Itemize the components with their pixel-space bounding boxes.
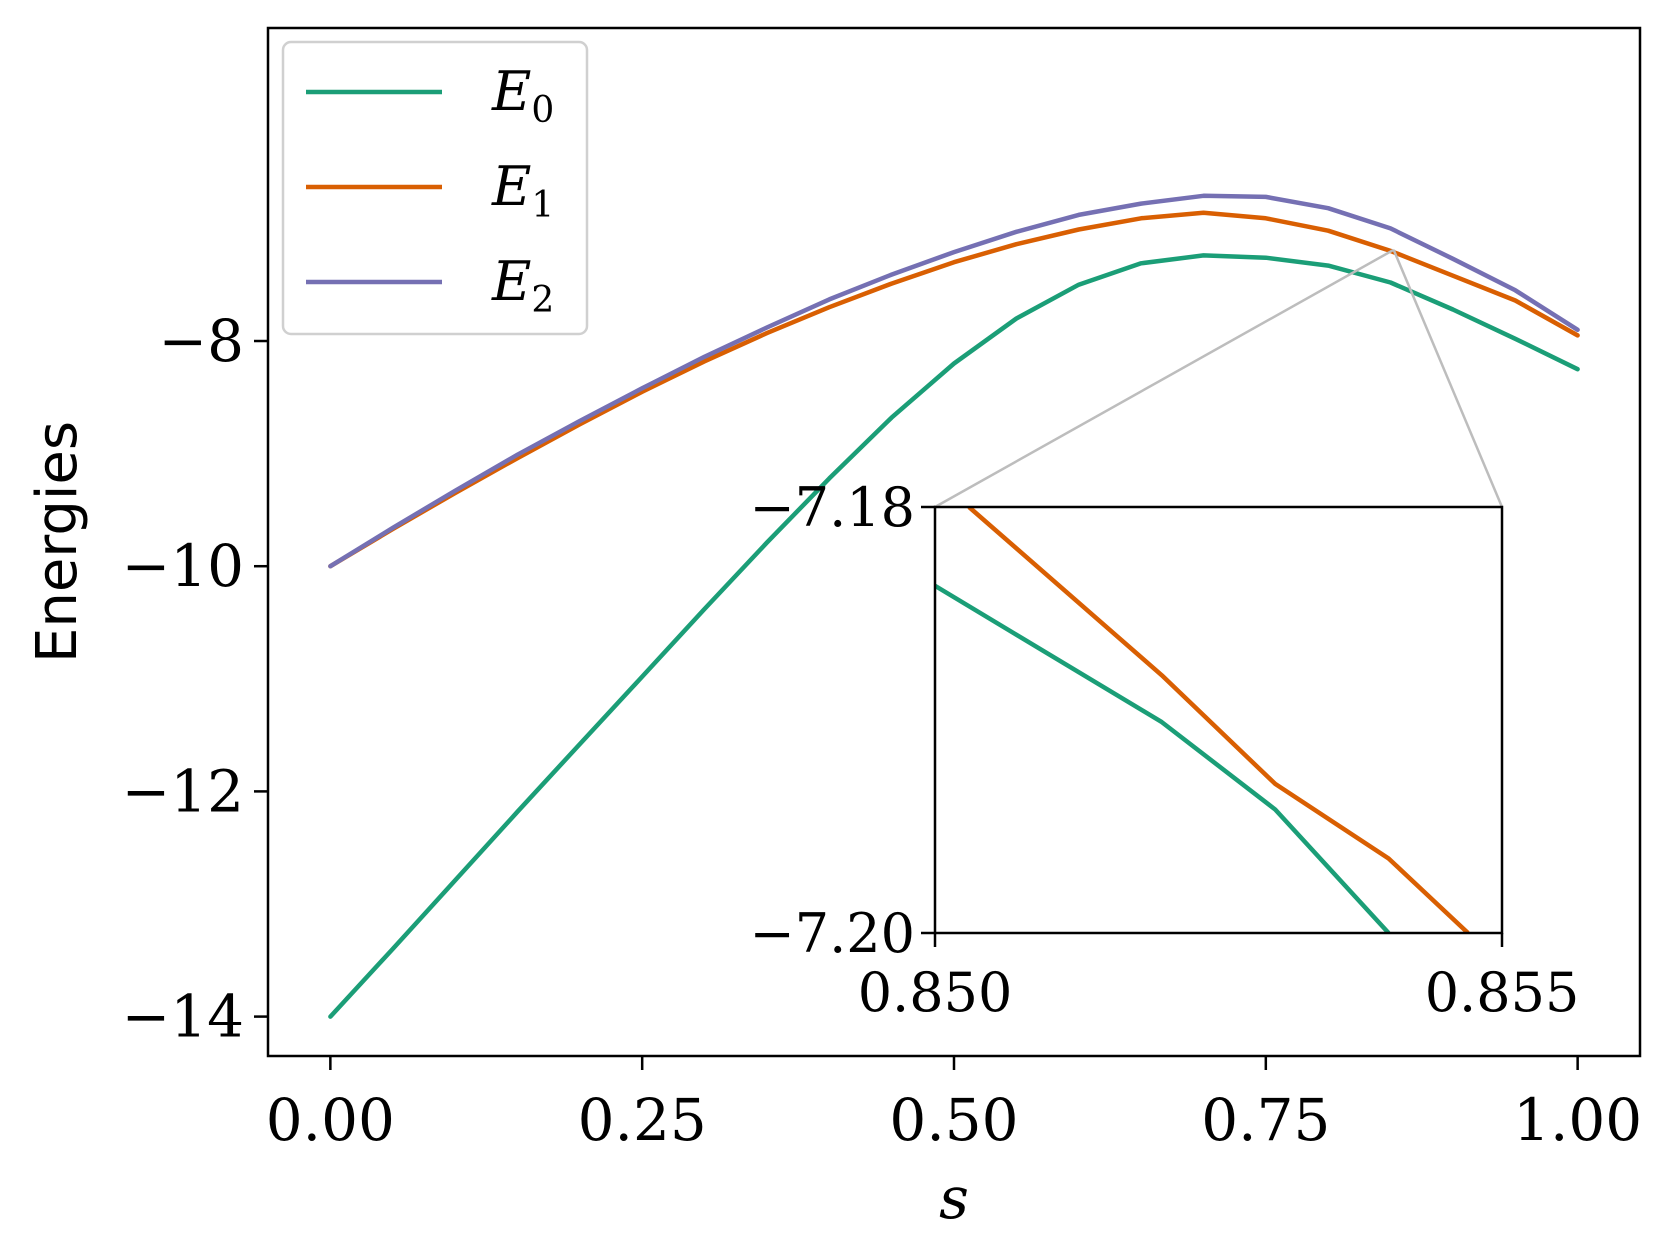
- inset-frame: [933, 505, 1504, 935]
- inset-series-line: [935, 583, 1391, 933]
- series-line-e0: [328, 253, 1580, 1019]
- legend-subscript: 0: [531, 90, 554, 131]
- x-tick-label: 0.50: [889, 1086, 1018, 1154]
- x-tick-label: 0.75: [1201, 1086, 1330, 1154]
- main-lines: [328, 193, 1580, 1019]
- x-tick-label: 0.25: [578, 1086, 707, 1154]
- inset-x-tick-label: 0.850: [858, 961, 1013, 1024]
- inset-x-ticks: 0.850 0.855: [858, 933, 1580, 1024]
- legend-subscript: 1: [531, 185, 554, 226]
- zoom-connector-left: [934, 248, 1395, 509]
- inset-lines: [935, 507, 1470, 933]
- x-axis-ticks: 0.00 0.25 0.50 0.75 1.00: [266, 1056, 1642, 1154]
- y-tick-label: −8: [159, 307, 245, 375]
- inset-y-ticks: −7.18 −7.20: [750, 476, 935, 965]
- zoom-connector-lines: [934, 248, 1504, 509]
- y-axis-ticks: −8 −10 −12 −14: [122, 307, 268, 1051]
- inset-y-tick-label: −7.20: [750, 902, 915, 965]
- y-axis-label: Energies: [25, 421, 90, 663]
- inset-zoom: 0.850 0.855 −7.18 −7.20: [750, 476, 1580, 1024]
- x-axis-label: s: [939, 1164, 969, 1232]
- inset-x-tick-label: 0.855: [1425, 961, 1580, 1024]
- y-tick-label: −12: [122, 757, 244, 825]
- series-line-e2: [328, 193, 1580, 569]
- legend-subscript: 2: [531, 280, 554, 321]
- legend-label-e2: E2: [491, 250, 554, 321]
- zoom-connector-right: [1392, 249, 1504, 508]
- series-line-e1: [328, 210, 1580, 569]
- y-tick-label: −14: [122, 983, 244, 1051]
- y-tick-label: −10: [122, 532, 244, 600]
- inset-y-tick-label: −7.18: [750, 476, 915, 539]
- x-tick-label: 0.00: [266, 1086, 395, 1154]
- inset-series-line: [967, 507, 1470, 933]
- inset-background: [935, 507, 1502, 933]
- x-tick-label: 1.00: [1513, 1086, 1642, 1154]
